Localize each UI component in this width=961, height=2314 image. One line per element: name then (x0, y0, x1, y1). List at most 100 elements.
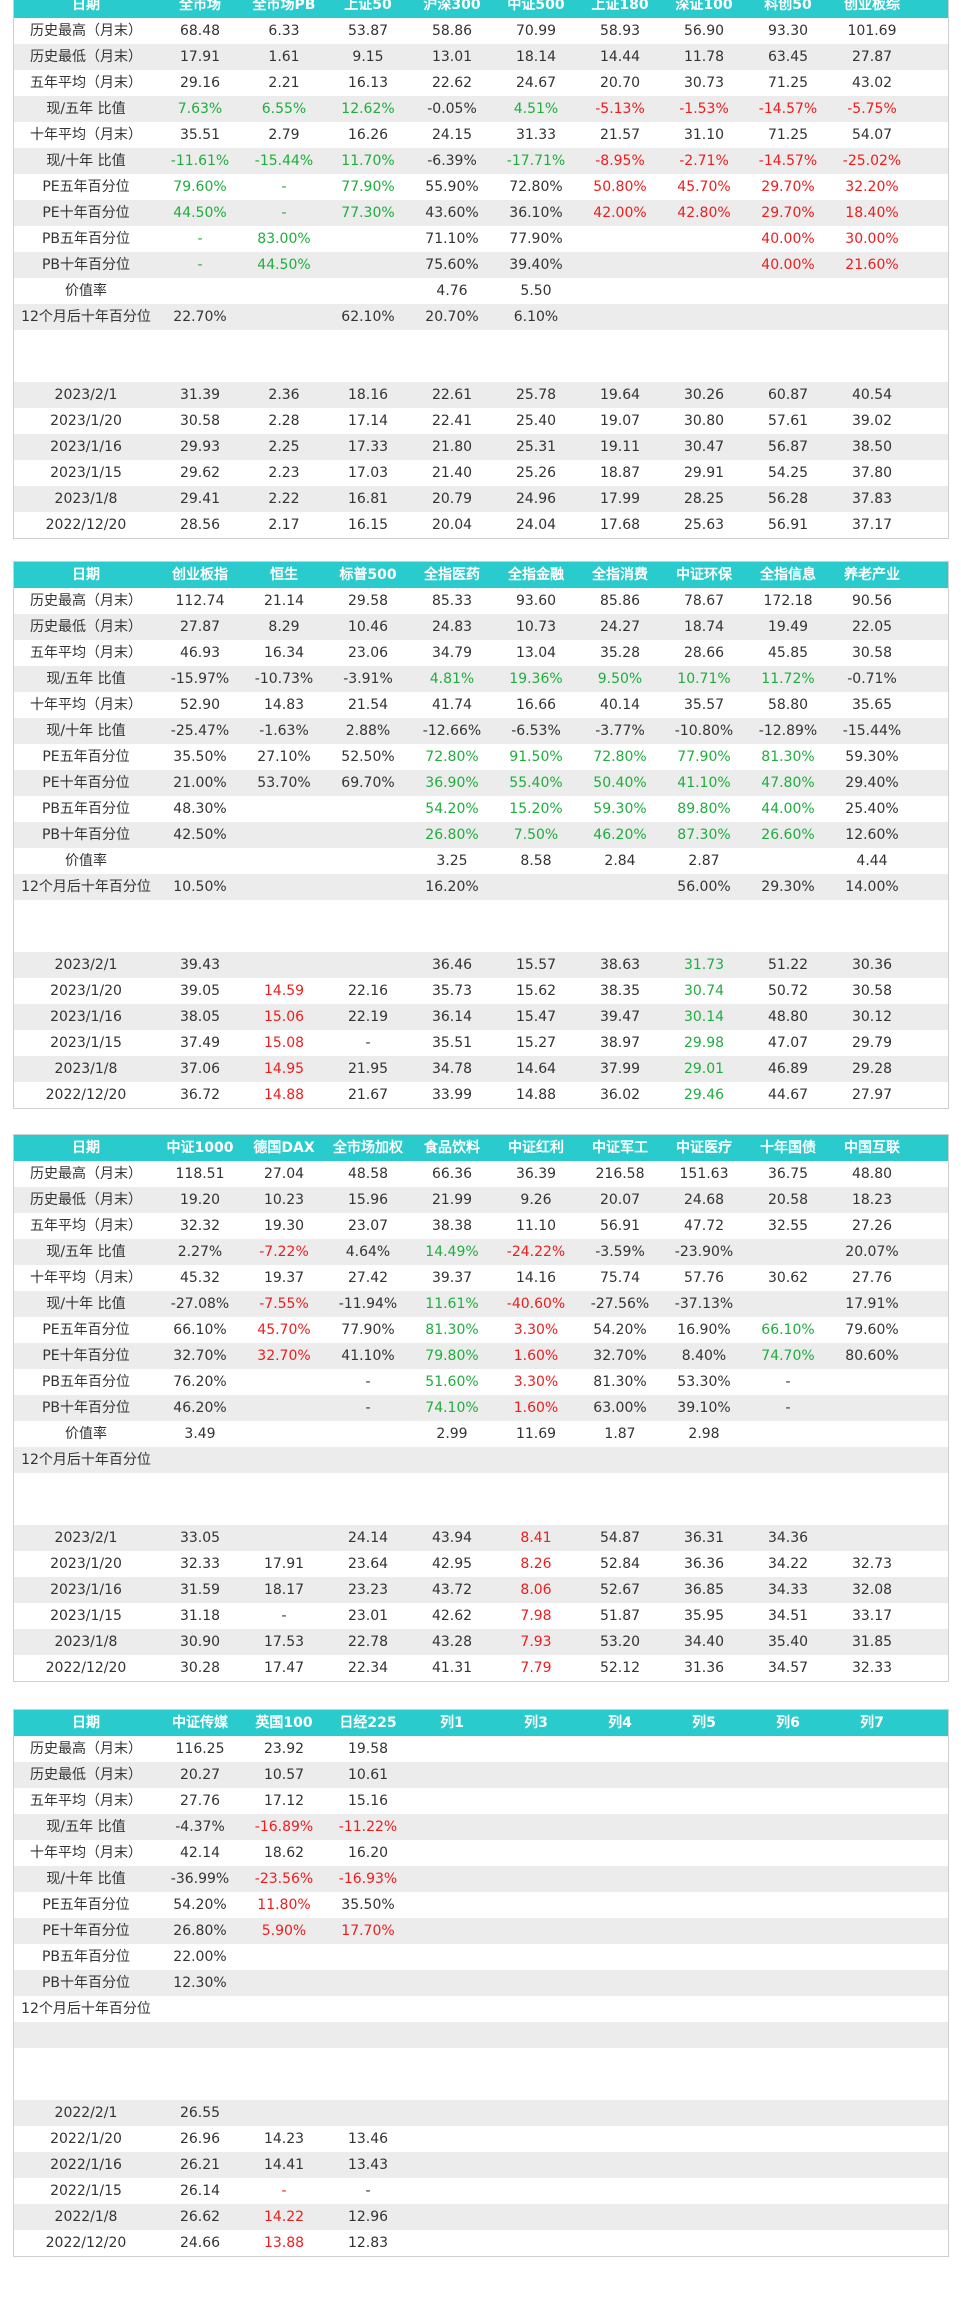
data-cell: 93.30 (767, 23, 809, 39)
data-cell: -15.97% (170, 671, 230, 687)
data-cell: 54.20% (593, 1322, 647, 1338)
data-cell: 20.79 (431, 491, 473, 507)
data-cell: 66.36 (431, 1166, 473, 1182)
data-cell (494, 1970, 578, 1996)
data-cell (578, 2178, 662, 2204)
data-cell (830, 1840, 914, 1866)
row-label: 现/十年 比值 (46, 723, 126, 739)
data-cell (662, 252, 746, 278)
data-cell: 32.73 (851, 1556, 893, 1572)
data-cell: 29.41 (179, 491, 221, 507)
data-cell: 39.43 (179, 957, 221, 973)
data-cell: 76.20% (173, 1374, 227, 1390)
data-cell (410, 1918, 494, 1944)
data-cell (494, 1736, 578, 1762)
data-cell: 24.68 (683, 1192, 725, 1208)
data-cell: -15.44% (254, 153, 314, 169)
data-cell: 70.99 (515, 23, 557, 39)
data-cell: 16.20 (347, 1845, 389, 1861)
row-label: 2022/2/1 (54, 2105, 118, 2121)
data-cell: 3.30% (513, 1374, 559, 1390)
data-cell: 21.80 (431, 439, 473, 455)
data-cell: 47.72 (683, 1218, 725, 1234)
data-cell: 20.70 (599, 75, 641, 91)
data-cell: 16.13 (347, 75, 389, 91)
data-cell (746, 2204, 830, 2230)
data-cell: 71.25 (767, 127, 809, 143)
data-cell: 17.53 (263, 1634, 305, 1650)
data-cell: - (785, 1400, 791, 1416)
date-row: 2023/1/8 37.06 14.95 21.95 34.78 14.64 37.99 29… (14, 1056, 948, 1082)
row-label: 2022/12/20 (45, 1087, 127, 1103)
data-cell: 27.87 (851, 49, 893, 65)
data-cell (410, 1788, 494, 1814)
row-label: 2023/2/1 (54, 387, 118, 403)
metric-row: 12个月后十年百分位 22.70% 62.10% 20.70% 6.10% (14, 304, 948, 330)
data-cell: 34.79 (431, 645, 473, 661)
data-cell (578, 1892, 662, 1918)
data-cell: 74.70% (761, 1348, 815, 1364)
data-cell: 40.00% (761, 257, 815, 273)
column-header: 全指医药 (424, 567, 480, 583)
row-label: 历史最低（月末） (30, 1192, 142, 1208)
data-cell: - (281, 205, 287, 221)
date-row: 2023/2/1 31.39 2.36 18.16 22.61 25.78 19.64 30.… (14, 382, 948, 408)
data-cell: 77.90% (341, 179, 395, 195)
data-cell (746, 848, 830, 874)
data-cell: 30.80 (683, 413, 725, 429)
data-cell: 16.81 (347, 491, 389, 507)
data-cell (578, 1840, 662, 1866)
data-cell: 42.95 (431, 1556, 473, 1572)
data-cell: 12.30% (173, 1975, 227, 1991)
row-label: 2023/2/1 (54, 957, 118, 973)
table-header-row: 日期 全市场 全市场PB 上证50 沪深300 中证500 上证180 深证100 科创50 创业… (14, 0, 948, 18)
data-cell: 27.76 (851, 1270, 893, 1286)
data-cell: 22.19 (347, 1009, 389, 1025)
data-cell: 12.62% (341, 101, 395, 117)
column-header: 中证医疗 (676, 1140, 732, 1156)
data-cell: 80.60% (845, 1348, 899, 1364)
data-cell: 151.63 (679, 1166, 729, 1182)
data-cell: 17.70% (341, 1923, 395, 1939)
table-3: 日期 中证1000 德国DAX 全市场加权 食品饮料 中证红利 中证军工 中证医疗 十年国债 中国… (13, 1134, 949, 1682)
data-cell: 35.51 (431, 1035, 473, 1051)
data-cell: 17.47 (263, 1660, 305, 1676)
data-cell: 32.20% (845, 179, 899, 195)
row-label: PB十年百分位 (41, 1975, 131, 1991)
data-cell: 8.41 (520, 1530, 552, 1546)
data-cell: 30.26 (683, 387, 725, 403)
data-cell: 4.76 (436, 283, 468, 299)
data-cell: 52.12 (599, 1660, 641, 1676)
row-label: 现/十年 比值 (46, 1296, 126, 1312)
data-cell: 21.99 (431, 1192, 473, 1208)
data-cell: 21.95 (347, 1061, 389, 1077)
date-row: 2022/1/15 26.14 - - (14, 2178, 948, 2204)
metric-row: 历史最高（月末） 68.48 6.33 53.87 58.86 70.99 58.93 56.… (14, 18, 948, 44)
data-cell: -6.39% (427, 153, 477, 169)
data-cell: 55.40% (509, 775, 563, 791)
data-cell: 77.30% (341, 205, 395, 221)
data-cell: 91.50% (509, 749, 563, 765)
column-header: 日期 (72, 1140, 100, 1156)
data-cell (830, 1736, 914, 1762)
metric-row: 现/五年 比值 -15.97% -10.73% -3.91% 4.81% 19.36% 9.… (14, 666, 948, 692)
data-cell: 20.70% (425, 309, 479, 325)
data-cell (578, 2022, 662, 2048)
spacer-row (14, 900, 948, 926)
data-cell: 35.95 (683, 1608, 725, 1624)
data-cell (578, 1736, 662, 1762)
data-cell: -17.71% (506, 153, 566, 169)
data-cell: 46.89 (767, 1061, 809, 1077)
data-cell: -10.80% (674, 723, 734, 739)
data-cell (746, 1762, 830, 1788)
data-cell: 25.40 (515, 413, 557, 429)
row-label: 五年平均（月末） (30, 75, 142, 91)
data-cell: 19.64 (599, 387, 641, 403)
data-cell: 7.63% (177, 101, 223, 117)
data-cell (578, 874, 662, 900)
data-cell: 35.73 (431, 983, 473, 999)
data-cell: 90.56 (851, 593, 893, 609)
data-cell: 8.58 (520, 853, 552, 869)
row-label: 现/十年 比值 (46, 153, 126, 169)
data-cell: 30.47 (683, 439, 725, 455)
